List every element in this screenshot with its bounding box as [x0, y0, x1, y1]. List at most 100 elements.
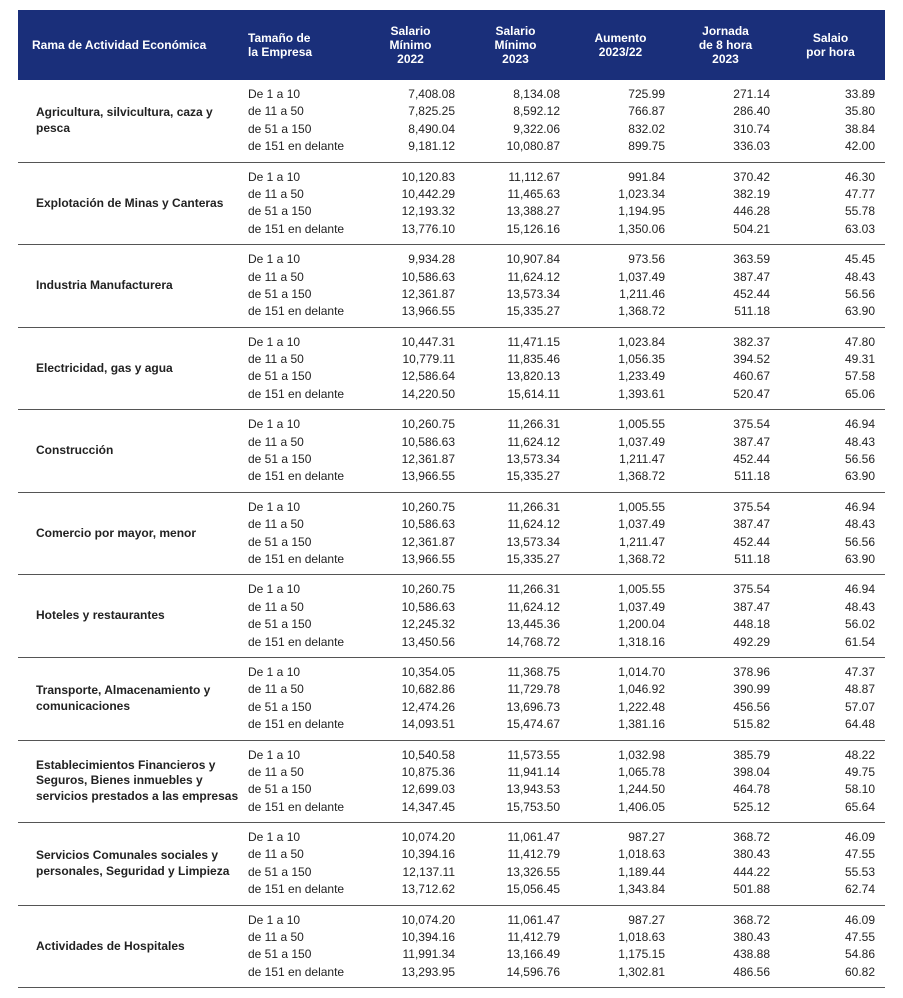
cell-aumento: 1,046.92	[568, 681, 673, 698]
cell-sal2022: 10,586.63	[358, 269, 463, 286]
cell-sal2023: 13,445.36	[463, 616, 568, 633]
cell-jornada: 444.22	[673, 864, 778, 881]
group-rows: De 1 a 1010,354.0511,368.751,014.70378.9…	[248, 664, 885, 734]
table-group: Agricultura, silvicultura, caza y pescaD…	[18, 80, 885, 163]
cell-sal2023: 15,474.67	[463, 716, 568, 733]
table-group: Establecimientos Financieros y Seguros, …	[18, 741, 885, 824]
cell-tamano: De 1 a 10	[248, 169, 358, 186]
cell-aumento: 987.27	[568, 912, 673, 929]
cell-sal2022: 13,966.55	[358, 303, 463, 320]
cell-jornada: 525.12	[673, 799, 778, 816]
group-label: Electricidad, gas y agua	[18, 334, 248, 404]
cell-salhora: 57.58	[778, 368, 883, 385]
cell-sal2023: 13,943.53	[463, 781, 568, 798]
cell-sal2023: 10,080.87	[463, 138, 568, 155]
cell-sal2023: 11,624.12	[463, 516, 568, 533]
cell-sal2022: 10,120.83	[358, 169, 463, 186]
cell-jornada: 390.99	[673, 681, 778, 698]
cell-tamano: de 51 a 150	[248, 616, 358, 633]
cell-sal2022: 13,450.56	[358, 634, 463, 651]
cell-salhora: 46.30	[778, 169, 883, 186]
cell-tamano: de 51 a 150	[248, 203, 358, 220]
table-row: De 1 a 1010,540.5811,573.551,032.98385.7…	[248, 747, 885, 764]
cell-tamano: de 11 a 50	[248, 186, 358, 203]
cell-sal2023: 13,326.55	[463, 864, 568, 881]
cell-sal2023: 11,835.46	[463, 351, 568, 368]
cell-salhora: 48.43	[778, 434, 883, 451]
cell-salhora: 56.02	[778, 616, 883, 633]
group-rows: De 1 a 1010,074.2011,061.47987.27368.724…	[248, 912, 885, 982]
cell-salhora: 48.43	[778, 269, 883, 286]
cell-salhora: 65.64	[778, 799, 883, 816]
cell-tamano: de 151 en delante	[248, 221, 358, 238]
group-label: Agricultura, silvicultura, caza y pesca	[18, 86, 248, 156]
cell-jornada: 464.78	[673, 781, 778, 798]
cell-salhora: 48.43	[778, 516, 883, 533]
cell-jornada: 271.14	[673, 86, 778, 103]
cell-sal2022: 11,991.34	[358, 946, 463, 963]
table-row: de 151 en delante13,450.5614,768.721,318…	[248, 634, 885, 651]
cell-salhora: 55.78	[778, 203, 883, 220]
group-label: Explotación de Minas y Canteras	[18, 169, 248, 239]
cell-jornada: 370.42	[673, 169, 778, 186]
table-row: de 11 a 5010,442.2911,465.631,023.34382.…	[248, 186, 885, 203]
cell-tamano: de 51 a 150	[248, 699, 358, 716]
cell-salhora: 47.80	[778, 334, 883, 351]
cell-tamano: de 151 en delante	[248, 799, 358, 816]
table-group: Explotación de Minas y CanterasDe 1 a 10…	[18, 163, 885, 246]
table-row: De 1 a 1010,260.7511,266.311,005.55375.5…	[248, 499, 885, 516]
cell-salhora: 35.80	[778, 103, 883, 120]
cell-tamano: de 151 en delante	[248, 881, 358, 898]
cell-sal2023: 15,614.11	[463, 386, 568, 403]
group-rows: De 1 a 1010,447.3111,471.151,023.84382.3…	[248, 334, 885, 404]
cell-jornada: 492.29	[673, 634, 778, 651]
cell-tamano: de 51 a 150	[248, 781, 358, 798]
cell-tamano: de 11 a 50	[248, 516, 358, 533]
cell-tamano: De 1 a 10	[248, 829, 358, 846]
cell-sal2023: 11,624.12	[463, 434, 568, 451]
cell-salhora: 63.03	[778, 221, 883, 238]
cell-sal2022: 12,361.87	[358, 451, 463, 468]
cell-sal2022: 10,586.63	[358, 599, 463, 616]
table-row: de 51 a 15012,699.0313,943.531,244.50464…	[248, 781, 885, 798]
cell-aumento: 1,244.50	[568, 781, 673, 798]
cell-aumento: 1,381.16	[568, 716, 673, 733]
cell-aumento: 1,018.63	[568, 929, 673, 946]
cell-jornada: 380.43	[673, 846, 778, 863]
header-sal2022: SalarioMínimo2022	[358, 24, 463, 66]
cell-sal2023: 13,573.34	[463, 286, 568, 303]
table-row: de 51 a 15012,361.8713,573.341,211.47452…	[248, 451, 885, 468]
cell-sal2022: 10,260.75	[358, 499, 463, 516]
group-rows: De 1 a 1010,260.7511,266.311,005.55375.5…	[248, 581, 885, 651]
cell-aumento: 1,350.06	[568, 221, 673, 238]
table-row: de 11 a 5010,875.3611,941.141,065.78398.…	[248, 764, 885, 781]
table-row: de 11 a 5010,586.6311,624.121,037.49387.…	[248, 599, 885, 616]
cell-jornada: 387.47	[673, 516, 778, 533]
cell-aumento: 1,368.72	[568, 303, 673, 320]
cell-tamano: de 11 a 50	[248, 351, 358, 368]
cell-sal2022: 10,779.11	[358, 351, 463, 368]
cell-aumento: 1,200.04	[568, 616, 673, 633]
cell-salhora: 63.90	[778, 551, 883, 568]
cell-jornada: 456.56	[673, 699, 778, 716]
cell-tamano: de 11 a 50	[248, 846, 358, 863]
cell-tamano: de 11 a 50	[248, 103, 358, 120]
cell-sal2023: 15,335.27	[463, 468, 568, 485]
cell-aumento: 1,222.48	[568, 699, 673, 716]
table-row: de 11 a 5010,586.6311,624.121,037.49387.…	[248, 434, 885, 451]
cell-salhora: 56.56	[778, 534, 883, 551]
group-rows: De 1 a 1010,260.7511,266.311,005.55375.5…	[248, 499, 885, 569]
cell-sal2023: 11,266.31	[463, 416, 568, 433]
cell-jornada: 380.43	[673, 929, 778, 946]
table-row: de 11 a 5010,394.1611,412.791,018.63380.…	[248, 929, 885, 946]
cell-aumento: 1,406.05	[568, 799, 673, 816]
cell-sal2022: 13,776.10	[358, 221, 463, 238]
cell-aumento: 1,189.44	[568, 864, 673, 881]
cell-jornada: 375.54	[673, 499, 778, 516]
cell-aumento: 1,343.84	[568, 881, 673, 898]
cell-tamano: de 51 a 150	[248, 864, 358, 881]
cell-jornada: 375.54	[673, 416, 778, 433]
cell-aumento: 1,005.55	[568, 416, 673, 433]
cell-salhora: 38.84	[778, 121, 883, 138]
cell-sal2022: 12,699.03	[358, 781, 463, 798]
